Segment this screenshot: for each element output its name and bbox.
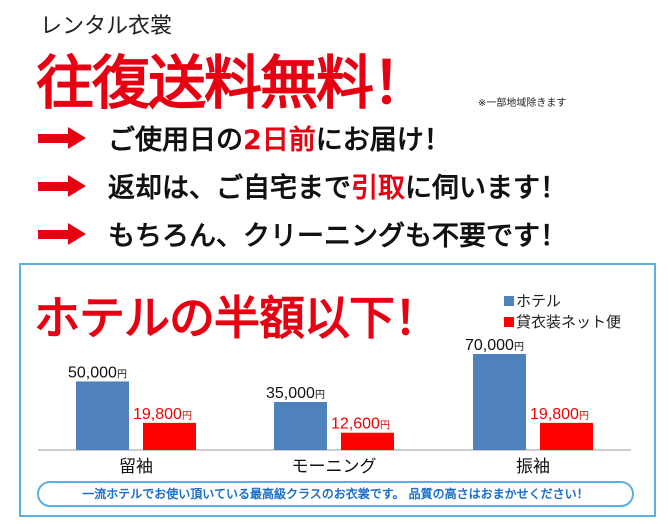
data-label: 35,000円 xyxy=(266,385,325,402)
legend-swatch xyxy=(504,295,514,306)
arrow-right-icon xyxy=(38,222,88,245)
data-label: 19,800円 xyxy=(133,406,192,423)
feature-text: 返却は、ご自宅まで xyxy=(108,173,351,204)
feature-line: 返却は、ご自宅まで 引取 に伺います！ xyxy=(38,166,567,205)
panel-title: ホテルの半額以下！ xyxy=(34,291,440,345)
data-label: 70,000円 xyxy=(465,337,524,354)
feature-text: もちろん、クリーニングも不要です！ xyxy=(108,221,567,252)
legend-label: ホテル xyxy=(516,292,562,310)
bar xyxy=(143,422,196,450)
category-label: 留袖 xyxy=(119,457,153,477)
legend-label: 貸衣装ネット便 xyxy=(516,313,622,331)
feature-highlight: 2日前 xyxy=(243,125,316,156)
feature-highlight: 引取 xyxy=(351,173,405,204)
comparison-panel xyxy=(19,263,656,517)
footer-message: 一流ホテルでお使い頂いている最高級クラスのお衣裳です。 品質の高さはおまかせくだ… xyxy=(37,481,634,507)
data-label: 19,800円 xyxy=(530,406,589,423)
feature-text: に伺います！ xyxy=(405,173,567,204)
arrow-right-icon xyxy=(38,126,88,149)
data-label: 12,600円 xyxy=(331,416,390,433)
bar xyxy=(473,354,526,450)
feature-text: にお届け！ xyxy=(315,125,451,156)
bar xyxy=(76,381,129,450)
region-note: ※一部地域除きます xyxy=(478,98,567,109)
bar xyxy=(341,432,394,450)
legend-item: 貸衣装ネット便 xyxy=(504,311,621,332)
feature-text: ご使用日の xyxy=(108,125,243,156)
data-label: 50,000円 xyxy=(68,364,127,381)
bar xyxy=(540,422,593,450)
feature-line: ご使用日の 2日前 にお届け！ xyxy=(38,118,451,157)
subtitle: レンタル衣裳 xyxy=(40,14,173,39)
legend-swatch xyxy=(504,316,514,327)
category-label: モーニング xyxy=(292,457,377,477)
feature-line: もちろん、クリーニングも不要です！ xyxy=(38,214,567,253)
category-label: 振袖 xyxy=(516,457,550,477)
bar xyxy=(274,402,327,450)
arrow-right-icon xyxy=(38,174,88,197)
legend-item: ホテル xyxy=(504,290,561,311)
headline: 往復送料無料！ xyxy=(36,49,430,117)
